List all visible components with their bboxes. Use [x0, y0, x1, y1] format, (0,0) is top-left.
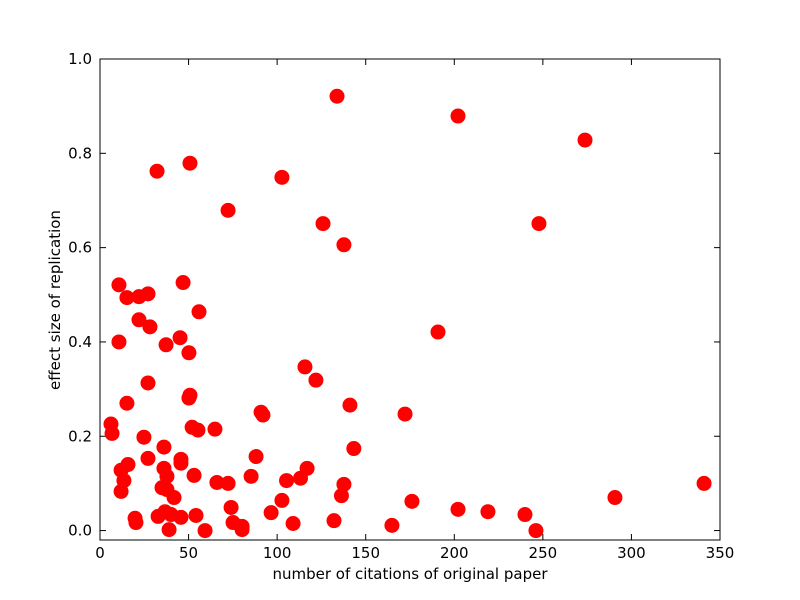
point [346, 441, 362, 457]
point [173, 455, 189, 471]
point [607, 490, 623, 506]
x-tick-label: 50 [179, 544, 198, 562]
point [285, 515, 301, 531]
y-tick-label: 0.0 [68, 522, 92, 540]
point [274, 492, 290, 508]
point [140, 450, 156, 466]
point [430, 324, 446, 340]
x-tick-label: 100 [263, 544, 292, 562]
x-tick-label: 200 [440, 544, 469, 562]
point [342, 397, 358, 413]
point [315, 216, 331, 232]
y-tick-label: 1.0 [68, 50, 92, 68]
point [696, 475, 712, 491]
point [279, 473, 295, 489]
point [329, 88, 345, 104]
point [308, 372, 324, 388]
point [450, 108, 466, 124]
x-tick-label: 150 [351, 544, 380, 562]
point [182, 155, 198, 171]
x-tick-label: 0 [95, 544, 105, 562]
point [136, 429, 152, 445]
point [173, 509, 189, 525]
point [131, 312, 147, 328]
point [181, 345, 197, 361]
point [243, 468, 259, 484]
point [184, 419, 200, 435]
point [140, 375, 156, 391]
point [397, 406, 413, 422]
point [299, 460, 315, 476]
point [531, 216, 547, 232]
point [156, 439, 172, 455]
point [181, 390, 197, 406]
point [336, 237, 352, 253]
point [220, 475, 236, 491]
point [517, 507, 533, 523]
point [172, 330, 188, 346]
point [188, 507, 204, 523]
y-axis-label: effect size of replication [46, 210, 64, 390]
y-tick-label: 0.6 [68, 239, 92, 257]
point [104, 425, 120, 441]
x-tick-label: 250 [529, 544, 558, 562]
y-tick-label: 0.8 [68, 144, 92, 162]
point [111, 277, 127, 293]
point [248, 449, 264, 465]
y-tick-label: 0.2 [68, 427, 92, 445]
point [186, 467, 202, 483]
point [297, 359, 313, 375]
point [197, 523, 213, 539]
point [223, 499, 239, 515]
point [528, 523, 544, 539]
point [450, 501, 466, 517]
x-tick-label: 300 [617, 544, 646, 562]
point [234, 522, 250, 538]
point [158, 337, 174, 353]
point [404, 493, 420, 509]
point [263, 505, 279, 521]
x-axis-label: number of citations of original paper [272, 565, 548, 583]
plot-frame [99, 58, 721, 541]
point [384, 517, 400, 533]
point [207, 421, 223, 437]
point [119, 395, 135, 411]
point [111, 334, 127, 350]
point [191, 304, 207, 320]
point [577, 132, 593, 148]
point [274, 169, 290, 185]
point [480, 504, 496, 520]
point [161, 522, 177, 538]
point [142, 319, 158, 335]
point [326, 513, 342, 529]
y-tick-label: 0.4 [68, 333, 92, 351]
point [113, 483, 129, 499]
point [333, 488, 349, 504]
point [166, 490, 182, 506]
point [140, 286, 156, 302]
point [128, 515, 144, 531]
point [175, 275, 191, 291]
point [220, 202, 236, 218]
x-tick-label: 350 [706, 544, 735, 562]
point [149, 163, 165, 179]
point [255, 407, 271, 423]
